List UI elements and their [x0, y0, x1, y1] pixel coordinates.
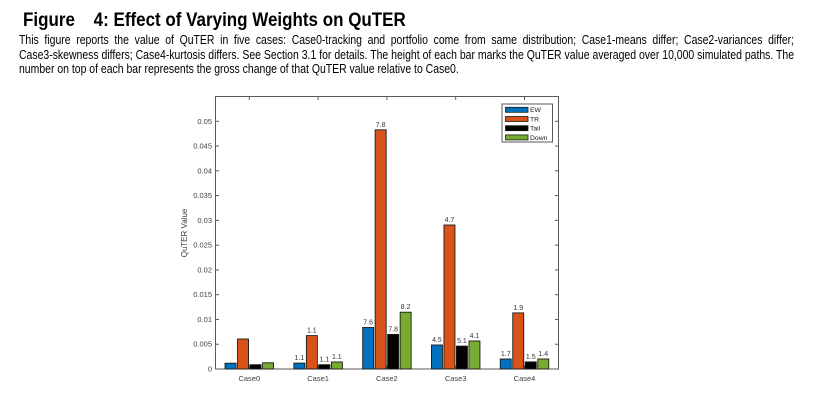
svg-text:0.045: 0.045: [193, 142, 212, 151]
svg-text:QuTER Value: QuTER Value: [180, 208, 189, 257]
svg-text:1.1: 1.1: [319, 357, 329, 364]
svg-text:1.4: 1.4: [538, 351, 548, 358]
svg-text:4.7: 4.7: [445, 217, 455, 224]
svg-text:Case1: Case1: [307, 374, 329, 383]
svg-text:5.1: 5.1: [457, 338, 467, 345]
svg-text:1.1: 1.1: [332, 354, 342, 361]
svg-text:Case3: Case3: [445, 374, 467, 383]
svg-text:1.1: 1.1: [294, 355, 304, 362]
svg-text:7.6: 7.6: [363, 320, 373, 327]
svg-text:1.5: 1.5: [526, 354, 536, 361]
svg-text:4.1: 4.1: [470, 333, 480, 340]
svg-text:0.04: 0.04: [197, 166, 212, 175]
svg-text:1.9: 1.9: [513, 305, 523, 312]
svg-text:4.5: 4.5: [432, 337, 442, 344]
svg-text:7.8: 7.8: [388, 326, 398, 333]
svg-text:8.2: 8.2: [401, 304, 411, 311]
svg-text:Tail: Tail: [530, 126, 541, 133]
svg-text:0.03: 0.03: [197, 216, 212, 225]
svg-text:0.005: 0.005: [193, 340, 212, 349]
svg-text:0.015: 0.015: [193, 290, 212, 299]
svg-text:1.1: 1.1: [307, 328, 317, 335]
svg-text:EW: EW: [530, 107, 542, 114]
svg-text:0.035: 0.035: [193, 191, 212, 200]
svg-text:1.7: 1.7: [501, 351, 511, 358]
svg-text:Case4: Case4: [514, 374, 536, 383]
svg-text:0.05: 0.05: [197, 117, 212, 126]
svg-text:Case0: Case0: [238, 374, 260, 383]
svg-text:0.01: 0.01: [197, 315, 212, 324]
svg-text:Case2: Case2: [376, 374, 398, 383]
svg-text:7.8: 7.8: [376, 122, 386, 129]
svg-text:0.025: 0.025: [193, 241, 212, 250]
svg-text:Down: Down: [530, 135, 548, 142]
svg-text:0.02: 0.02: [197, 265, 212, 274]
svg-text:TR: TR: [530, 116, 539, 123]
svg-text:0: 0: [208, 365, 212, 374]
